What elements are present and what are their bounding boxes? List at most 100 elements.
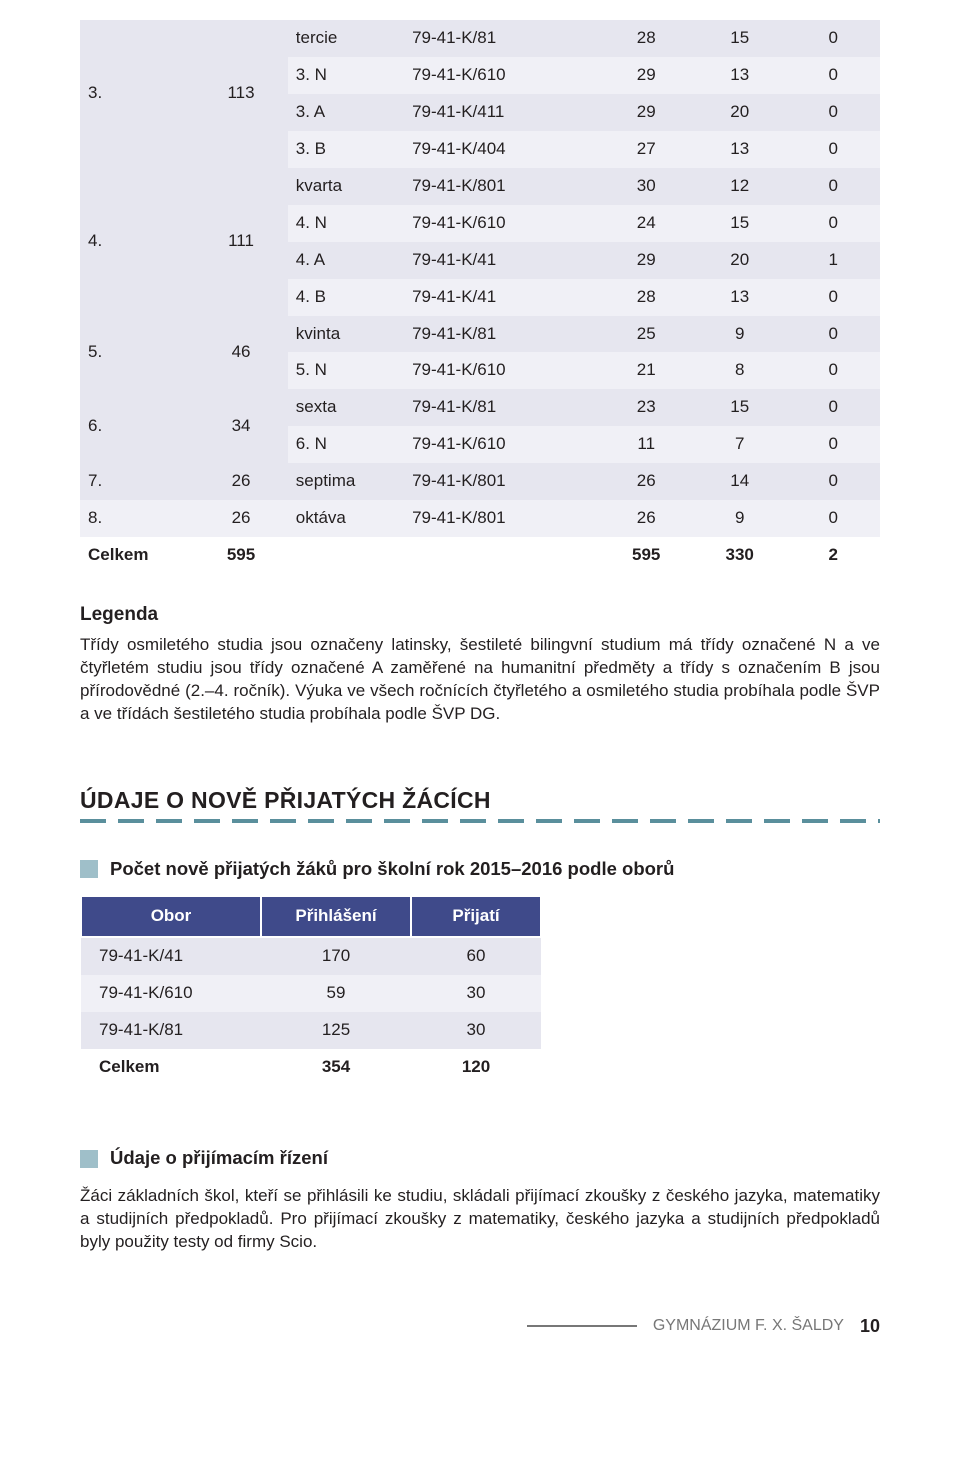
cell: 20 bbox=[693, 94, 787, 131]
section-rule bbox=[80, 819, 880, 823]
grade-label: 3. bbox=[80, 20, 194, 168]
cell: 0 bbox=[786, 131, 880, 168]
page-number: 10 bbox=[860, 1314, 880, 1338]
legenda-text: Třídy osmiletého studia jsou označeny la… bbox=[80, 634, 880, 726]
cell: 8 bbox=[693, 352, 787, 389]
cell: Celkem bbox=[80, 537, 194, 574]
table-header-row: OborPřihlášeníPřijatí bbox=[81, 896, 541, 937]
cell: 23 bbox=[599, 389, 693, 426]
table-row: 5.46kvinta79-41-K/812590 bbox=[80, 316, 880, 353]
cell: 0 bbox=[786, 94, 880, 131]
cell: 30 bbox=[411, 1012, 541, 1049]
cell: 79-41-K/81 bbox=[402, 389, 599, 426]
cell: 2 bbox=[786, 537, 880, 574]
cell: 79-41-K/801 bbox=[402, 168, 599, 205]
cell: 28 bbox=[599, 20, 693, 57]
table-total-row: Celkem354120 bbox=[81, 1049, 541, 1086]
subheading-text: Údaje o přijímacím řízení bbox=[110, 1146, 328, 1171]
cell: 0 bbox=[786, 168, 880, 205]
cell: 3. B bbox=[288, 131, 402, 168]
cell: Celkem bbox=[81, 1049, 261, 1086]
cell: 79-41-K/81 bbox=[81, 1012, 261, 1049]
cell: 595 bbox=[599, 537, 693, 574]
cell bbox=[288, 537, 402, 574]
cell: 0 bbox=[786, 463, 880, 500]
column-header: Přihlášení bbox=[261, 896, 411, 937]
cell: 15 bbox=[693, 20, 787, 57]
cell: 29 bbox=[599, 242, 693, 279]
footer-text: GYMNÁZIUM F. X. ŠALDY bbox=[653, 1315, 844, 1337]
grade-count: 46 bbox=[194, 316, 288, 390]
table-row: 79-41-K/6105930 bbox=[81, 975, 541, 1012]
cell: 79-41-K/801 bbox=[402, 500, 599, 537]
grade-label: 6. bbox=[80, 389, 194, 463]
cell: 0 bbox=[786, 57, 880, 94]
cell: 60 bbox=[411, 937, 541, 975]
cell: 9 bbox=[693, 316, 787, 353]
table-row: 8.26oktáva79-41-K/8012690 bbox=[80, 500, 880, 537]
cell: 27 bbox=[599, 131, 693, 168]
cell: 30 bbox=[411, 975, 541, 1012]
cell: 0 bbox=[786, 352, 880, 389]
cell: 14 bbox=[693, 463, 787, 500]
legenda-heading: Legenda bbox=[80, 602, 880, 628]
section-title: ÚDAJE O NOVĚ PŘIJATÝCH ŽÁCÍCH bbox=[80, 785, 880, 816]
cell: 7 bbox=[693, 426, 787, 463]
cell: 11 bbox=[599, 426, 693, 463]
grade-label: 7. bbox=[80, 463, 194, 500]
table-row: 7.26septima79-41-K/80126140 bbox=[80, 463, 880, 500]
cell: 15 bbox=[693, 389, 787, 426]
table-row: 79-41-K/8112530 bbox=[81, 1012, 541, 1049]
cell: 30 bbox=[599, 168, 693, 205]
cell: 28 bbox=[599, 279, 693, 316]
cell: 4. N bbox=[288, 205, 402, 242]
cell: 5. N bbox=[288, 352, 402, 389]
cell: 0 bbox=[786, 20, 880, 57]
cell: 79-41-K/610 bbox=[402, 426, 599, 463]
cell: sexta bbox=[288, 389, 402, 426]
cell: 330 bbox=[693, 537, 787, 574]
grade-label: 8. bbox=[80, 500, 194, 537]
page-footer: GYMNÁZIUM F. X. ŠALDY 10 bbox=[80, 1314, 880, 1338]
table-row: 4.111kvarta79-41-K/80130120 bbox=[80, 168, 880, 205]
cell: 26 bbox=[599, 463, 693, 500]
column-header: Přijatí bbox=[411, 896, 541, 937]
subheading-admission: Údaje o přijímacím řízení bbox=[80, 1146, 880, 1171]
cell: 0 bbox=[786, 279, 880, 316]
cell: 26 bbox=[599, 500, 693, 537]
cell bbox=[402, 537, 599, 574]
applicants-table: OborPřihlášeníPřijatí79-41-K/411706079-4… bbox=[80, 895, 542, 1086]
cell: 0 bbox=[786, 316, 880, 353]
cell: 21 bbox=[599, 352, 693, 389]
cell: 3. A bbox=[288, 94, 402, 131]
cell: 170 bbox=[261, 937, 411, 975]
cell: tercie bbox=[288, 20, 402, 57]
cell: 354 bbox=[261, 1049, 411, 1086]
grade-count: 26 bbox=[194, 500, 288, 537]
cell: 79-41-K/610 bbox=[402, 352, 599, 389]
cell: 13 bbox=[693, 279, 787, 316]
cell: 24 bbox=[599, 205, 693, 242]
cell: 79-41-K/801 bbox=[402, 463, 599, 500]
grade-label: 5. bbox=[80, 316, 194, 390]
grade-count: 34 bbox=[194, 389, 288, 463]
grade-label: 4. bbox=[80, 168, 194, 316]
cell: 3. N bbox=[288, 57, 402, 94]
cell: 1 bbox=[786, 242, 880, 279]
grade-count: 113 bbox=[194, 20, 288, 168]
table-row: 6.34sexta79-41-K/8123150 bbox=[80, 389, 880, 426]
cell: oktáva bbox=[288, 500, 402, 537]
cell: 13 bbox=[693, 57, 787, 94]
subheading-text: Počet nově přijatých žáků pro školní rok… bbox=[110, 857, 674, 882]
cell: 25 bbox=[599, 316, 693, 353]
cell: 79-41-K/610 bbox=[81, 975, 261, 1012]
table-total-row: Celkem5955953302 bbox=[80, 537, 880, 574]
cell: 79-41-K/81 bbox=[402, 20, 599, 57]
square-bullet-icon bbox=[80, 860, 98, 878]
cell: 0 bbox=[786, 500, 880, 537]
cell: 79-41-K/411 bbox=[402, 94, 599, 131]
cell: 79-41-K/404 bbox=[402, 131, 599, 168]
subheading-applicants: Počet nově přijatých žáků pro školní rok… bbox=[80, 857, 880, 882]
cell: 0 bbox=[786, 389, 880, 426]
cell: 20 bbox=[693, 242, 787, 279]
